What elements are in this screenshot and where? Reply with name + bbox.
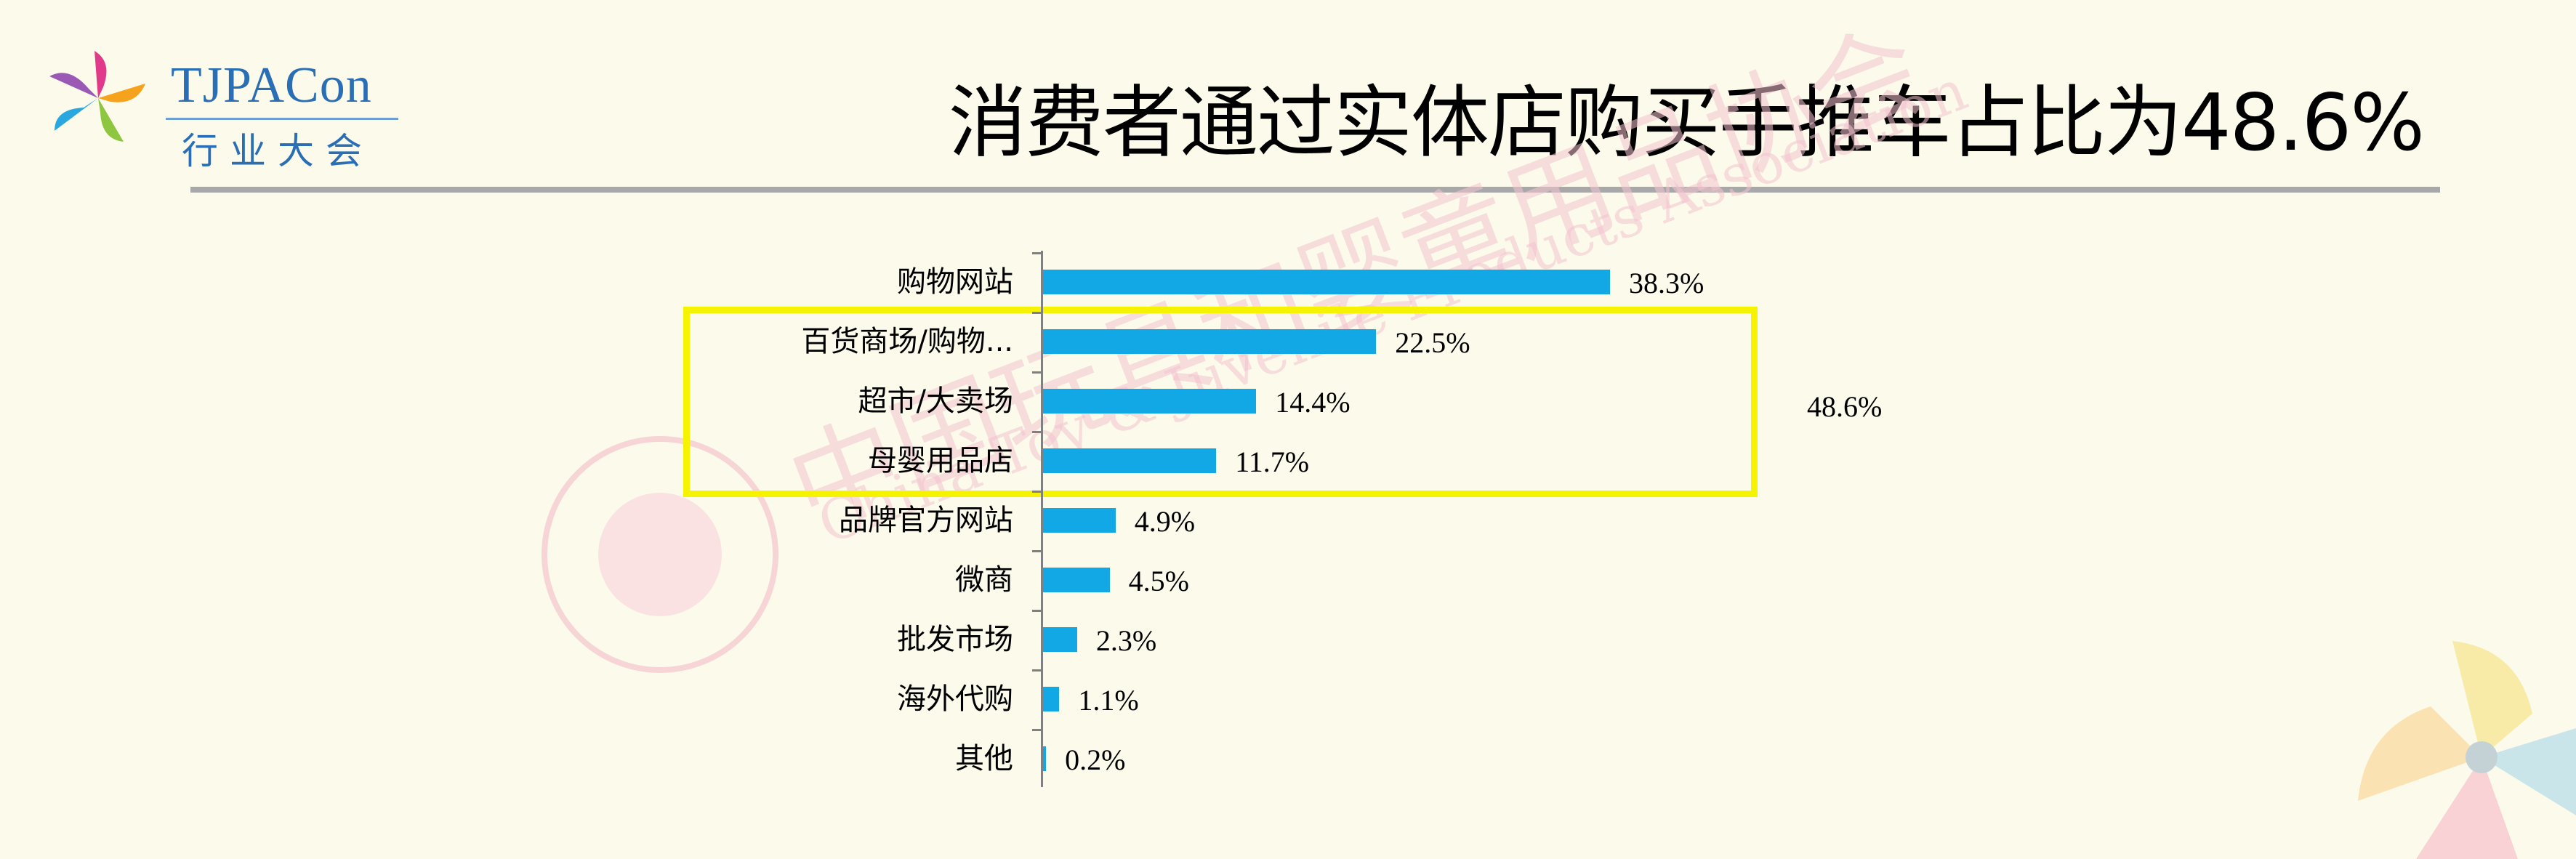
bar [1043,270,1610,294]
category-label: 母婴用品店 [868,444,1013,477]
physical-store-highlight-box [683,307,1758,497]
value-label: 2.3% [1095,624,1157,657]
value-label: 1.1% [1078,684,1139,717]
category-label: 百货商场/购物... [801,325,1013,358]
value-label: 0.2% [1065,743,1126,776]
axis-tick [1032,312,1041,314]
axis-tick [1032,669,1041,672]
axis-tick [1032,431,1041,433]
bar [1043,627,1077,652]
axis-tick [1032,371,1041,374]
category-label: 微商 [955,563,1013,597]
bar [1043,329,1377,354]
logo-subtitle: 行业大会 [182,130,374,172]
value-label: 4.9% [1134,505,1196,538]
value-label: 11.7% [1235,445,1310,478]
category-label: 批发市场 [897,623,1013,656]
page-title: 消费者通过实体店购买手推车占比为48.6% [948,78,2425,169]
association-seal-watermark [542,436,778,673]
tjpacon-logo: TJPACon 行业大会 [44,44,407,172]
axis-tick [1032,610,1041,612]
category-label: 海外代购 [897,682,1013,716]
axis-tick [1032,729,1041,731]
category-label: 其他 [955,742,1013,775]
category-label: 超市/大卖场 [858,384,1013,418]
bar [1043,508,1116,533]
bar [1043,389,1257,414]
category-axis [1041,251,1043,787]
physical-store-total-label: 48.6% [1807,390,1883,423]
decorative-pinwheel-icon [2358,641,2576,859]
bar [1043,448,1217,473]
category-label: 品牌官方网站 [839,504,1013,537]
axis-tick [1032,252,1041,254]
value-label: 22.5% [1395,326,1470,359]
title-divider [190,187,2440,193]
pinwheel-logo-icon [49,51,145,142]
seal-face-icon [598,493,722,616]
value-label: 4.5% [1128,565,1189,597]
value-label: 38.3% [1629,267,1704,299]
logo-divider [166,118,398,120]
axis-tick [1032,550,1041,552]
value-label: 14.4% [1275,386,1351,419]
bar [1043,568,1110,592]
bar [1043,746,1047,771]
category-label: 购物网站 [897,265,1013,299]
logo-name: TJPACon [171,57,372,113]
axis-tick [1032,491,1041,493]
bar [1043,687,1060,711]
